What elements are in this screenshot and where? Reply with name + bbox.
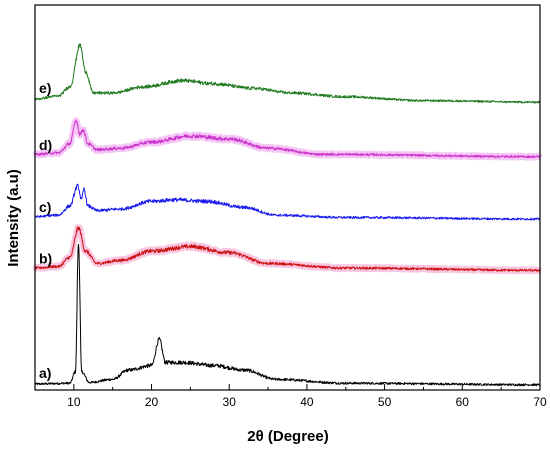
- x-tick-label: 10: [67, 395, 81, 409]
- series-line: [34, 119, 541, 159]
- series-label: c): [39, 199, 51, 215]
- series-line: [34, 243, 541, 387]
- curve-highlights: [32, 117, 543, 275]
- series-label: a): [39, 365, 51, 381]
- x-tick-label: 60: [456, 395, 470, 409]
- series-line: [34, 183, 541, 221]
- series-line: [34, 226, 541, 272]
- curve-labels: a) b) c) d) e): [39, 80, 52, 381]
- x-tick-label: 40: [300, 395, 314, 409]
- series-line: [34, 43, 541, 104]
- curves: [34, 43, 541, 387]
- x-tick-label: 20: [145, 395, 159, 409]
- plot-frame: [34, 4, 541, 391]
- series-label: d): [39, 137, 52, 153]
- x-tick-label: 70: [533, 395, 547, 409]
- x-axis-ticks: 10 20 30 40 50 60 70: [34, 384, 547, 409]
- x-axis-title: 2θ (Degree): [247, 428, 328, 445]
- curve-highlight: [32, 117, 543, 161]
- plot-area-border: [34, 4, 541, 391]
- x-tick-label: 50: [378, 395, 392, 409]
- y-axis-title: Intensity (a.u): [5, 169, 22, 267]
- series-label: e): [39, 80, 51, 96]
- series-label: b): [39, 251, 52, 267]
- x-tick-label: 30: [223, 395, 237, 409]
